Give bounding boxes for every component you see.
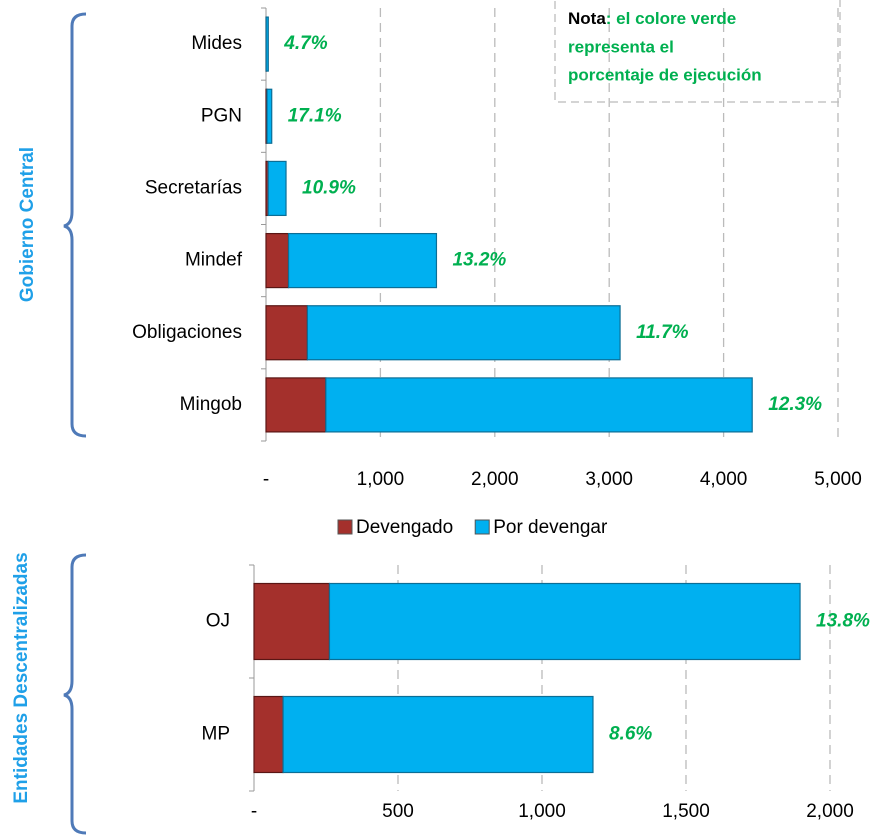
bar-segment <box>265 232 290 289</box>
percent-label: 12.3% <box>768 394 822 415</box>
percent-label: 4.7% <box>283 33 327 54</box>
note-bold: Nota <box>568 9 606 28</box>
y-tick-label: Mides <box>191 33 242 54</box>
bar-segment <box>265 305 309 361</box>
x-tick-label: 1,500 <box>662 801 710 822</box>
note-text: Nota: el colore verde <box>568 9 736 28</box>
note-line: : el colore verde <box>606 9 736 28</box>
bar-segment <box>306 305 621 361</box>
y-tick-label: PGN <box>201 105 242 126</box>
y-tick-label: Mingob <box>180 394 242 415</box>
bracket <box>63 12 87 438</box>
y-tick-label: Secretarías <box>145 177 242 198</box>
bar-segment <box>265 377 327 433</box>
note-box <box>554 0 841 103</box>
bar-segment <box>325 377 753 433</box>
x-tick-label: 4,000 <box>700 469 748 490</box>
x-tick-label: - <box>263 469 269 490</box>
x-tick-label: 1,000 <box>357 469 405 490</box>
x-tick-label: 2,000 <box>471 469 519 490</box>
percent-label: 11.7% <box>636 322 689 343</box>
x-tick-label: 500 <box>382 801 414 822</box>
bar-segment <box>282 695 594 774</box>
bar-segment <box>266 88 273 144</box>
group-label: Gobierno Central <box>17 147 38 302</box>
x-tick-label: 5,000 <box>814 469 862 490</box>
y-tick-label: Mindef <box>185 250 243 271</box>
note-text: representa el <box>568 37 674 56</box>
legend-swatch <box>474 519 490 535</box>
bar-segment <box>265 16 269 72</box>
y-tick-label: MP <box>202 724 231 745</box>
bar-segment <box>253 695 284 774</box>
legend-label: Devengado <box>356 517 453 538</box>
group-label: Entidades Descentralizadas <box>11 552 32 803</box>
legend-swatch <box>337 519 353 535</box>
bar-segment <box>253 582 331 661</box>
bar-segment <box>267 160 287 217</box>
legend-label: Por devengar <box>493 517 608 538</box>
bar-segment <box>287 232 438 289</box>
note-text: porcentaje de ejecución <box>568 65 762 84</box>
y-tick-label: OJ <box>206 611 230 632</box>
x-tick-label: 2,000 <box>806 801 854 822</box>
x-tick-label: 1,000 <box>518 801 566 822</box>
percent-label: 13.8% <box>816 611 870 632</box>
x-tick-label: 3,000 <box>585 469 633 490</box>
bracket <box>63 553 87 835</box>
x-tick-label: - <box>251 801 257 822</box>
y-tick-label: Obligaciones <box>132 322 242 343</box>
percent-label: 17.1% <box>288 105 342 126</box>
percent-label: 10.9% <box>302 177 356 198</box>
bar-segment <box>328 582 801 661</box>
percent-label: 13.2% <box>452 250 506 271</box>
percent-label: 8.6% <box>609 724 652 745</box>
